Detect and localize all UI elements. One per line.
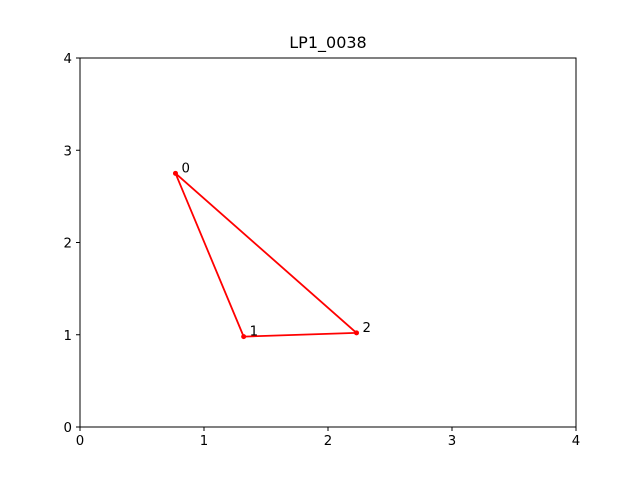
- plot-area: 0 1 2: [172, 161, 371, 340]
- x-axis-ticks: 0 1 2 3 4: [76, 427, 580, 449]
- y-tick-label: 4: [64, 52, 72, 67]
- x-tick-label: 1: [200, 434, 208, 449]
- x-tick-label: 2: [324, 434, 332, 449]
- x-tick-label: 4: [572, 434, 580, 449]
- y-tick-label: 0: [64, 421, 72, 436]
- y-tick-label: 3: [64, 144, 72, 159]
- y-axis-ticks: 0 1 2 3 4: [64, 52, 80, 436]
- point-label: 0: [181, 161, 189, 176]
- point-label: 2: [363, 321, 371, 336]
- y-tick-label: 1: [64, 329, 72, 344]
- series-line: [174, 172, 358, 338]
- chart-title: LP1_0038: [289, 33, 366, 53]
- data-point: [241, 334, 247, 340]
- x-tick-label: 0: [76, 434, 84, 449]
- point-label: 1: [250, 325, 258, 340]
- y-tick-label: 2: [64, 237, 72, 252]
- x-tick-label: 3: [448, 434, 456, 449]
- data-point: [172, 170, 178, 176]
- data-point: [354, 330, 360, 336]
